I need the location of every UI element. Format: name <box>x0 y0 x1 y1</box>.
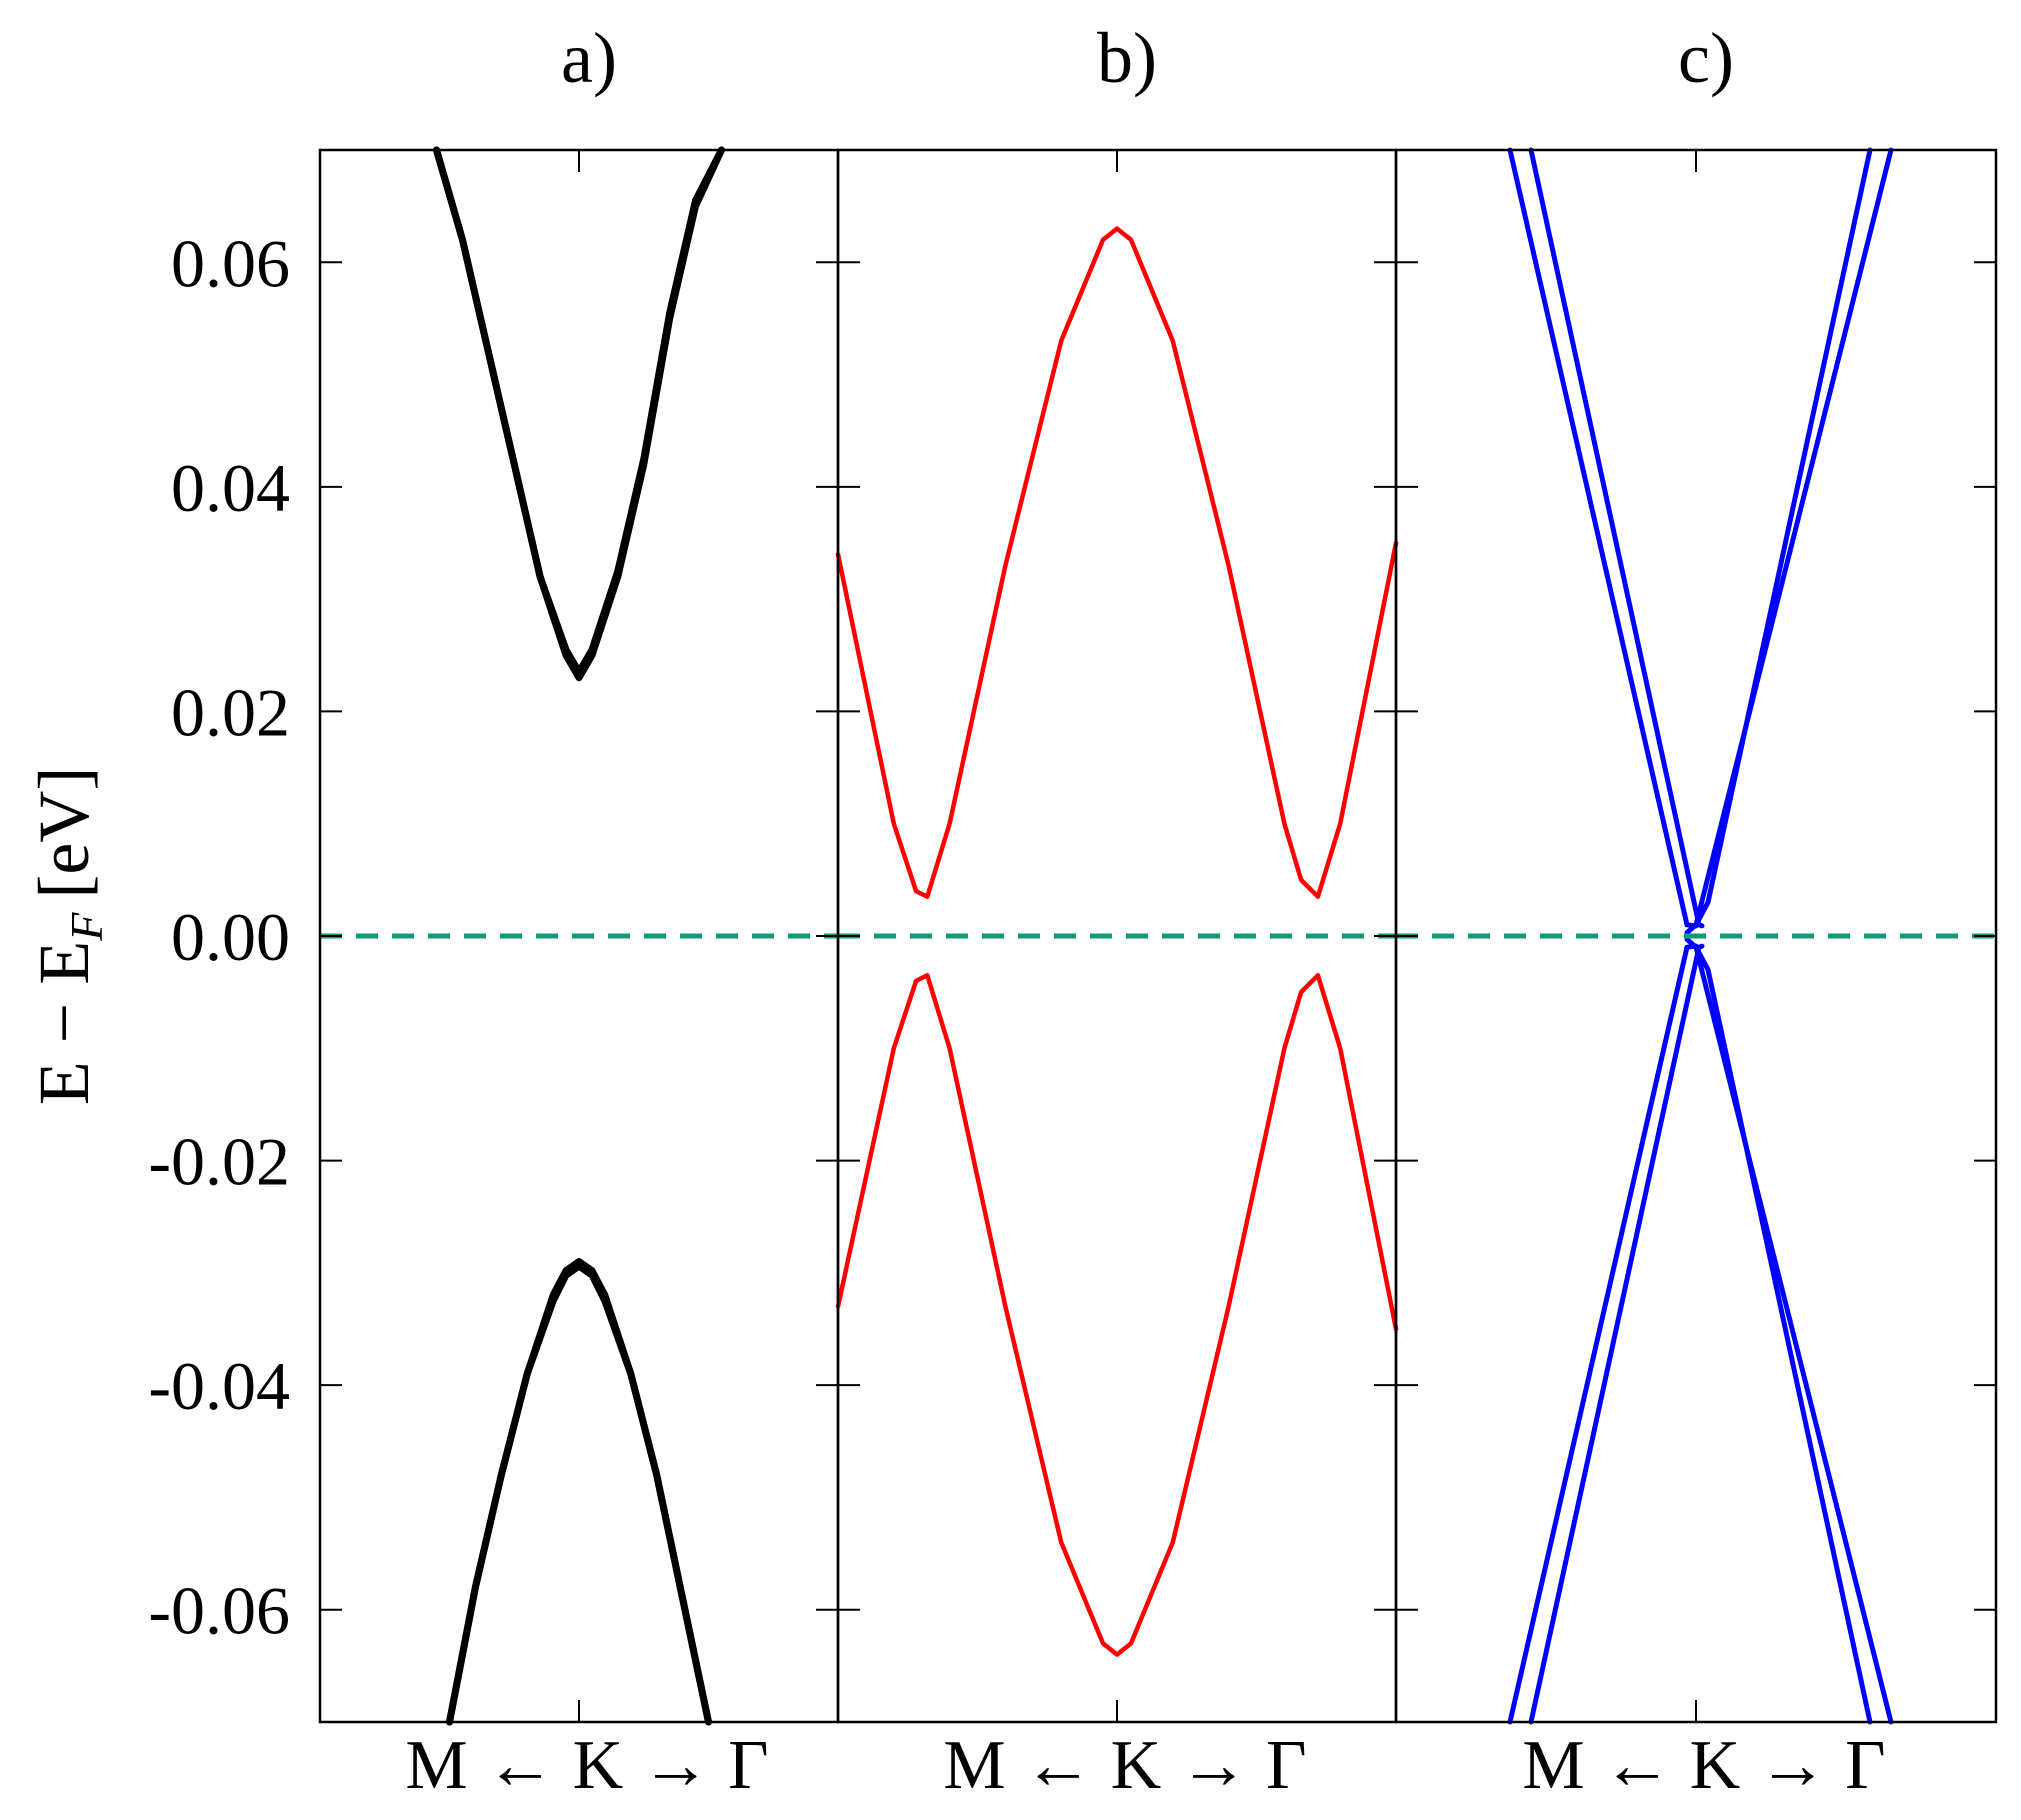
panel-title: b) <box>1097 18 1157 98</box>
x-axis-label: M ← K → Γ <box>1522 1727 1885 1804</box>
y-axis-title-unit: [eV] <box>24 767 104 899</box>
y-tick-label: -0.02 <box>148 1124 290 1200</box>
band-line-7 <box>1693 944 1873 1725</box>
band-line-6 <box>1528 943 1705 1725</box>
band-line-1 <box>835 226 1399 899</box>
y-tick-label: -0.04 <box>148 1348 290 1424</box>
panels: a) M ← K → Γ b) M ← K → Γ c) M ← K → Γ <box>318 18 1998 1804</box>
panel-title: c) <box>1678 18 1734 98</box>
panel-c: c) M ← K → Γ <box>1394 18 1998 1804</box>
band-line-2 <box>1528 147 1705 929</box>
y-tick-label: 0.04 <box>171 450 290 526</box>
band-line-3 <box>1693 147 1873 928</box>
y-tick-label: 0.00 <box>171 899 290 975</box>
y-axis-title: E − EF [eV] <box>24 767 112 1106</box>
y-tick-label: 0.06 <box>171 225 290 301</box>
band-line-1 <box>1507 147 1699 929</box>
y-tick-label: -0.06 <box>148 1573 290 1649</box>
panel-b: b) M ← K → Γ <box>835 18 1399 1804</box>
panel-title: a) <box>561 18 617 98</box>
y-axis-title-main: E − E <box>24 941 104 1106</box>
y-tick-label: 0.02 <box>171 674 290 750</box>
y-axis: -0.06 -0.04 -0.02 0.00 0.02 0.04 0.06 <box>148 225 290 1648</box>
band-line-4 <box>1684 147 1894 936</box>
band-line-2 <box>835 973 1399 1657</box>
band-line-4 <box>446 1262 712 1726</box>
y-axis-title-subscript: F <box>61 912 112 942</box>
band-line-3 <box>446 1258 712 1726</box>
panel-a: a) M ← K → Γ <box>318 18 840 1804</box>
x-axis-label: M ← K → Γ <box>943 1727 1306 1804</box>
x-axis-label: M ← K → Γ <box>405 1727 768 1804</box>
band-line-1 <box>433 146 725 682</box>
band-line-5 <box>1507 943 1699 1725</box>
band-line-2 <box>433 146 725 676</box>
band-line-8 <box>1684 936 1894 1725</box>
